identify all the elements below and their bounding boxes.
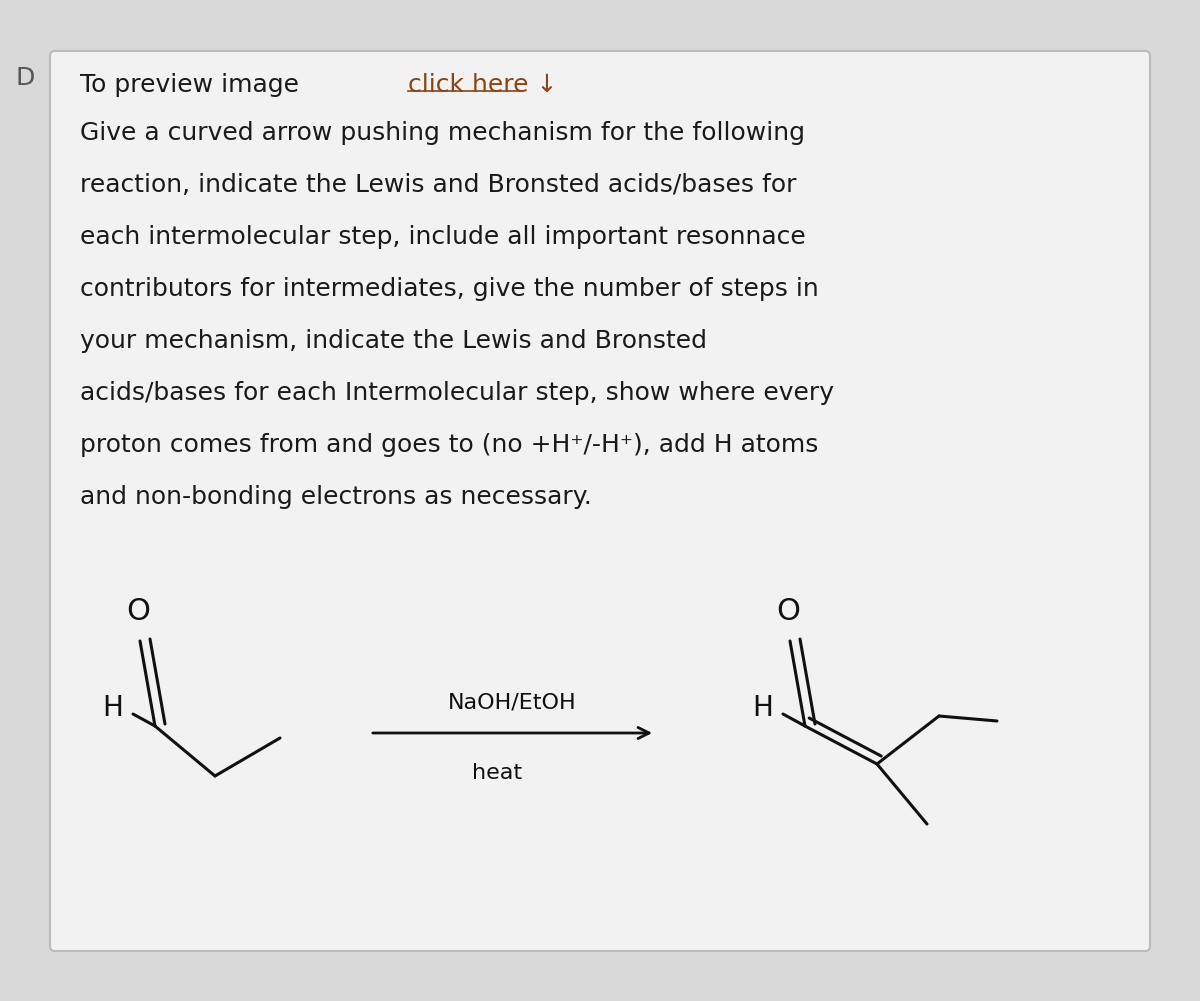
Text: your mechanism, indicate the Lewis and Bronsted: your mechanism, indicate the Lewis and B… — [80, 329, 707, 353]
Text: reaction, indicate the Lewis and Bronsted acids/bases for: reaction, indicate the Lewis and Bronste… — [80, 173, 797, 197]
Text: H: H — [752, 694, 774, 722]
Text: Give a curved arrow pushing mechanism for the following: Give a curved arrow pushing mechanism fo… — [80, 121, 805, 145]
Text: NaOH/EtOH: NaOH/EtOH — [448, 693, 577, 713]
Text: D: D — [14, 66, 35, 90]
Text: O: O — [126, 597, 150, 626]
Text: acids/bases for each Intermolecular step, show where every: acids/bases for each Intermolecular step… — [80, 381, 834, 405]
Text: H: H — [102, 694, 124, 722]
Text: proton comes from and goes to (no +H⁺/-H⁺), add H atoms: proton comes from and goes to (no +H⁺/-H… — [80, 433, 818, 457]
Text: and non-bonding electrons as necessary.: and non-bonding electrons as necessary. — [80, 485, 592, 509]
Text: click here ↓: click here ↓ — [408, 73, 558, 97]
Text: heat: heat — [473, 763, 522, 783]
Text: contributors for intermediates, give the number of steps in: contributors for intermediates, give the… — [80, 277, 818, 301]
Text: O: O — [776, 597, 800, 626]
Text: To preview image: To preview image — [80, 73, 307, 97]
Text: each intermolecular step, include all important resonnace: each intermolecular step, include all im… — [80, 225, 805, 249]
FancyBboxPatch shape — [50, 51, 1150, 951]
